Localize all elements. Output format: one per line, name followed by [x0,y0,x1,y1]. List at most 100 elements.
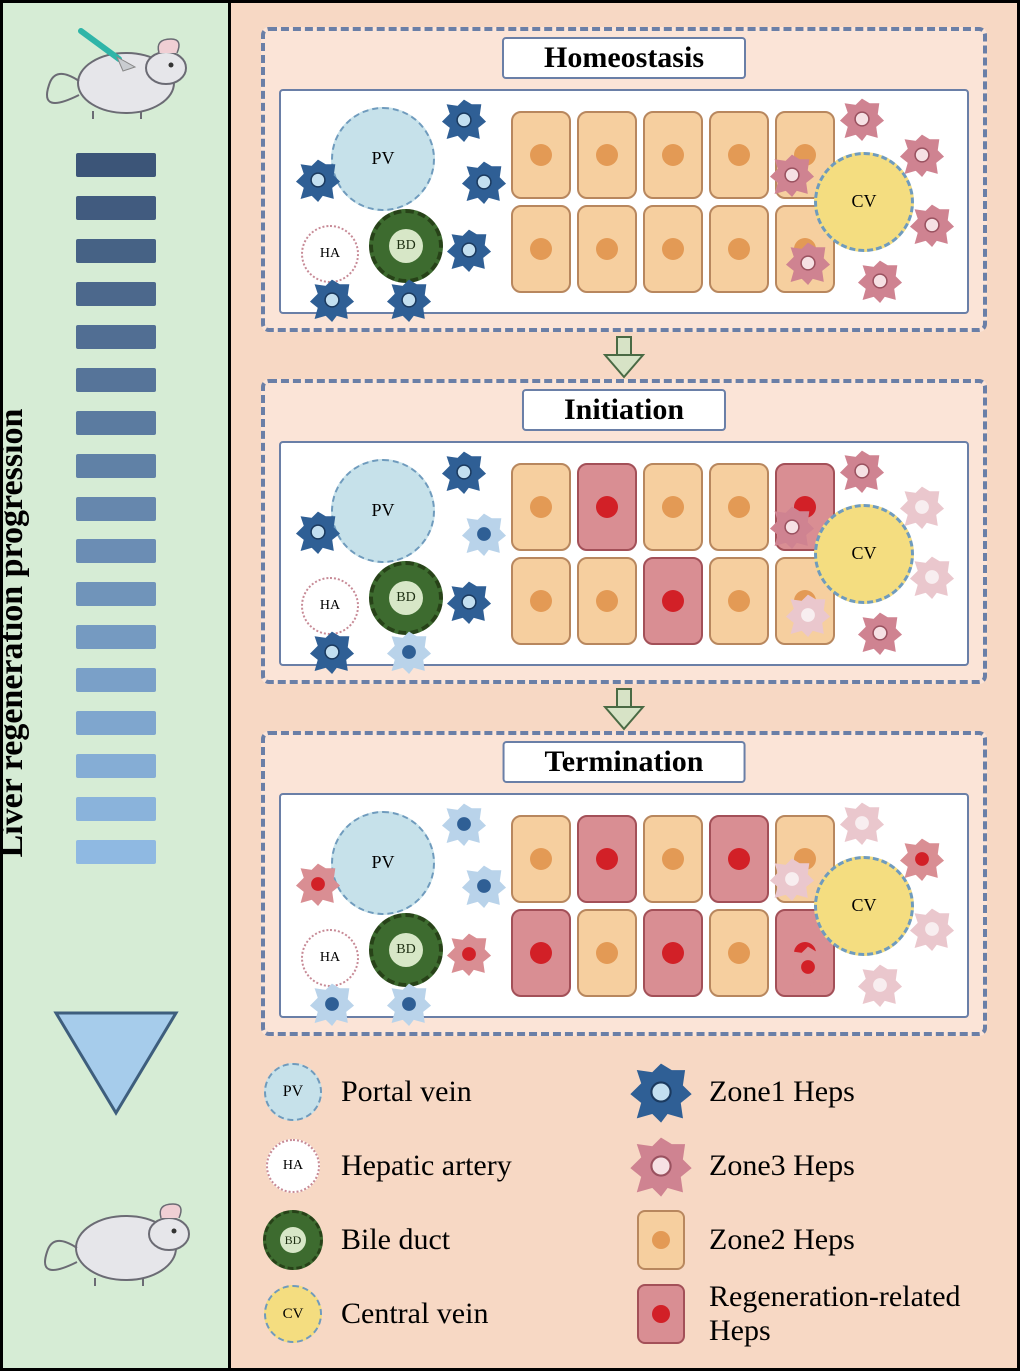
regen-hepatocyte [577,463,637,551]
zone1-hep-icon [441,801,487,847]
left-panel: Liver regeneration progression [3,3,231,1368]
zone1-hep-icon [309,981,355,1027]
regen-hepatocyte [577,815,637,903]
regen-hep-icon [295,861,341,907]
progression-bar [76,282,156,306]
legend-item-bd: BDBile duct [261,1206,619,1274]
zone1-hep-icon [441,97,487,143]
phase-title: Homeostasis [544,41,704,75]
legend-label: Portal vein [341,1075,472,1109]
progression-bar [76,668,156,692]
phase-content: PVHABD CV [279,89,969,314]
zone2-hepatocyte [709,111,769,199]
progression-bar [76,582,156,606]
zone1-hep-icon [386,981,432,1027]
progression-bar [76,797,156,821]
phase-box: PVHABD CV Homeostasis [261,27,987,332]
regen-hepatocyte [643,909,703,997]
zone2-hepatocyte [577,205,637,293]
progression-bar [76,196,156,220]
progression-bars [66,153,166,864]
legend-label: Bile duct [341,1223,450,1257]
progression-bar [76,153,156,177]
bile-duct-icon: BD [369,561,443,635]
zone1-hep-icon [446,227,492,273]
portal-vein-icon: PV [331,811,435,915]
connector-arrow-icon [599,335,649,379]
progression-bar [76,625,156,649]
zone3-hep-icon [769,504,815,550]
zone3-hep-icon [909,554,955,600]
zone3-hep-icon [839,96,885,142]
zone1-hep-icon [309,629,355,675]
central-vein-cluster: CV [769,806,959,1006]
zone2-hepatocyte [511,557,571,645]
figure-root: Liver regeneration progression PV Portal … [0,0,1020,1371]
legend-icon-z2 [629,1208,693,1272]
legend-label: Regeneration-related Heps [709,1280,987,1348]
zone2-hepatocyte [643,205,703,293]
zone1-hep-icon [309,277,355,323]
phase-title-wrap: Termination [503,741,746,783]
zone3-hep-icon [899,132,945,178]
phase-box: PVHABD CV Termination [261,731,987,1036]
zone2-hepatocyte [511,815,571,903]
progression-bar [76,325,156,349]
zone1-hep-icon [441,449,487,495]
zone3-hep-icon [909,202,955,248]
phase-content: PVHABD CV [279,793,969,1018]
phase-box: PV HABD CV Initiation [261,379,987,684]
zone2-hepatocyte [577,111,637,199]
zone1-hep-icon [461,511,507,557]
regen-hepatocyte [643,557,703,645]
portal-triad: PVHABD [291,97,501,307]
zone3-hep-icon [909,906,955,952]
zone1-hep-icon [295,157,341,203]
portal-triad: PVHABD [291,801,501,1011]
down-arrow-icon [36,1003,196,1123]
right-panel: PVPortal vein Zone1 HepsHAHepatic artery… [231,3,1017,1368]
portal-vein-icon: PV [331,107,435,211]
legend-item-z2: Zone2 Heps [629,1206,987,1274]
zone2-hepatocyte [709,557,769,645]
regen-hep-icon [446,931,492,977]
bile-duct-icon: BD [369,913,443,987]
zone3-hep-icon [857,962,903,1008]
phase-title-wrap: Homeostasis [502,37,746,79]
hepatic-artery-icon: HA [301,225,359,283]
progression-bar [76,754,156,778]
legend-label: Zone2 Heps [709,1223,855,1257]
legend-icon-z3 [629,1134,693,1198]
zone3-hep-icon [857,610,903,656]
progression-bar [76,497,156,521]
progression-bar [76,411,156,435]
legend-item-ha: HAHepatic artery [261,1132,619,1200]
progression-axis-label: Liver regeneration progression [0,409,31,858]
connector-arrow-icon [599,687,649,731]
progression-bar [76,840,156,864]
zone3-hep-icon [857,258,903,304]
legend-icon-pv: PV [261,1060,325,1124]
mouse-top-icon [41,23,191,123]
progression-bar [76,539,156,563]
progression-bar [76,239,156,263]
zone1-hep-icon [461,863,507,909]
central-vein-cluster: CV [769,454,959,654]
zone2-hepatocyte [709,909,769,997]
zone3-hep-icon [839,800,885,846]
regen-hep-icon [785,944,831,990]
regen-hepatocyte [709,815,769,903]
portal-vein-icon: PV [331,459,435,563]
legend-icon-z1 [629,1060,693,1124]
progression-bar [76,454,156,478]
portal-triad: PV HABD [291,449,501,659]
phase-title-wrap: Initiation [522,389,726,431]
phase-title: Termination [545,745,704,779]
zone3-hep-icon [769,152,815,198]
zone3-hep-icon [899,484,945,530]
zone2-hepatocyte [577,557,637,645]
legend-label: Central vein [341,1297,488,1331]
legend-label: Zone3 Heps [709,1149,855,1183]
hepatic-artery-icon: HA [301,577,359,635]
zone1-hep-icon [461,159,507,205]
